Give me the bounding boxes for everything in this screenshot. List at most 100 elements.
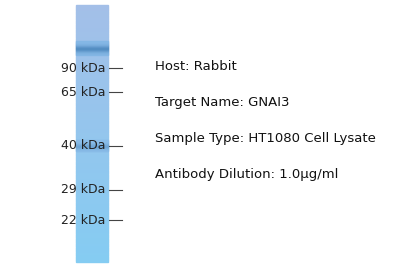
Bar xyxy=(76,25,108,26)
Bar xyxy=(76,13,108,14)
Bar xyxy=(76,146,108,148)
Bar xyxy=(76,122,108,123)
Bar xyxy=(76,205,108,207)
Bar xyxy=(76,203,108,204)
Bar xyxy=(76,142,108,143)
Bar xyxy=(76,100,108,101)
Bar xyxy=(76,39,108,40)
Bar xyxy=(76,118,108,119)
Bar xyxy=(76,82,108,84)
Bar xyxy=(76,15,108,17)
Bar xyxy=(76,51,108,52)
Bar xyxy=(76,214,108,215)
Bar xyxy=(76,240,108,241)
Bar xyxy=(76,104,108,105)
Bar xyxy=(76,77,108,78)
Bar xyxy=(76,227,108,228)
Bar xyxy=(76,73,108,74)
Bar xyxy=(76,141,108,142)
Bar xyxy=(76,189,108,190)
Bar xyxy=(76,66,108,67)
Bar xyxy=(76,8,108,9)
Bar xyxy=(76,237,108,239)
Bar xyxy=(76,87,108,89)
Bar xyxy=(76,141,108,143)
Bar xyxy=(76,186,108,187)
Bar xyxy=(76,139,108,140)
Bar xyxy=(76,103,108,104)
Bar xyxy=(76,41,108,42)
Bar xyxy=(76,213,108,214)
Bar xyxy=(76,136,108,137)
Bar xyxy=(76,193,108,194)
Bar xyxy=(76,64,108,66)
Bar xyxy=(76,44,108,45)
Bar xyxy=(76,222,108,223)
Bar xyxy=(76,99,108,100)
Bar xyxy=(76,150,108,151)
Bar xyxy=(76,244,108,245)
Bar xyxy=(76,191,108,193)
Bar xyxy=(76,178,108,180)
Bar xyxy=(76,163,108,164)
Bar xyxy=(76,17,108,18)
Text: Antibody Dilution: 1.0μg/ml: Antibody Dilution: 1.0μg/ml xyxy=(155,168,338,181)
Bar xyxy=(76,259,108,260)
Bar xyxy=(76,78,108,80)
Bar xyxy=(76,209,108,210)
Bar xyxy=(76,18,108,19)
Text: Target Name: GNAI3: Target Name: GNAI3 xyxy=(155,96,290,109)
Bar xyxy=(76,95,108,96)
Bar xyxy=(76,30,108,31)
Bar xyxy=(76,257,108,258)
Bar xyxy=(76,212,108,213)
Bar xyxy=(76,219,108,221)
Text: 40 kDa: 40 kDa xyxy=(61,139,106,152)
Bar xyxy=(76,22,108,23)
Bar xyxy=(76,190,108,191)
Bar xyxy=(76,132,108,134)
Text: 65 kDa: 65 kDa xyxy=(61,86,106,99)
Bar xyxy=(76,225,108,226)
Bar xyxy=(76,207,108,208)
Bar xyxy=(76,242,108,244)
Bar xyxy=(76,181,108,182)
Bar xyxy=(76,159,108,160)
Bar xyxy=(76,198,108,199)
Text: Sample Type: HT1080 Cell Lysate: Sample Type: HT1080 Cell Lysate xyxy=(155,132,376,145)
Bar xyxy=(76,67,108,68)
Bar xyxy=(76,145,108,146)
Bar xyxy=(76,199,108,200)
Bar xyxy=(76,53,108,54)
Bar xyxy=(76,185,108,186)
Bar xyxy=(76,143,108,144)
Bar xyxy=(76,223,108,225)
Bar xyxy=(76,101,108,103)
Bar xyxy=(76,111,108,112)
Bar xyxy=(76,12,108,13)
Bar xyxy=(76,231,108,232)
Bar xyxy=(76,218,108,219)
Bar xyxy=(76,74,108,76)
Bar xyxy=(76,84,108,85)
Bar xyxy=(76,53,108,54)
Bar xyxy=(76,149,108,150)
Bar xyxy=(76,98,108,99)
Bar xyxy=(76,14,108,15)
Bar xyxy=(76,68,108,69)
Bar xyxy=(76,113,108,114)
Bar xyxy=(76,63,108,64)
Bar xyxy=(76,128,108,130)
Bar xyxy=(76,153,108,154)
Bar xyxy=(76,168,108,169)
Bar xyxy=(76,175,108,176)
Bar xyxy=(76,94,108,95)
Bar xyxy=(76,49,108,50)
Bar xyxy=(76,109,108,111)
Bar xyxy=(76,148,108,149)
Bar xyxy=(76,130,108,131)
Bar xyxy=(76,135,108,136)
Bar xyxy=(76,5,108,7)
Bar xyxy=(76,108,108,109)
Bar xyxy=(76,9,108,10)
